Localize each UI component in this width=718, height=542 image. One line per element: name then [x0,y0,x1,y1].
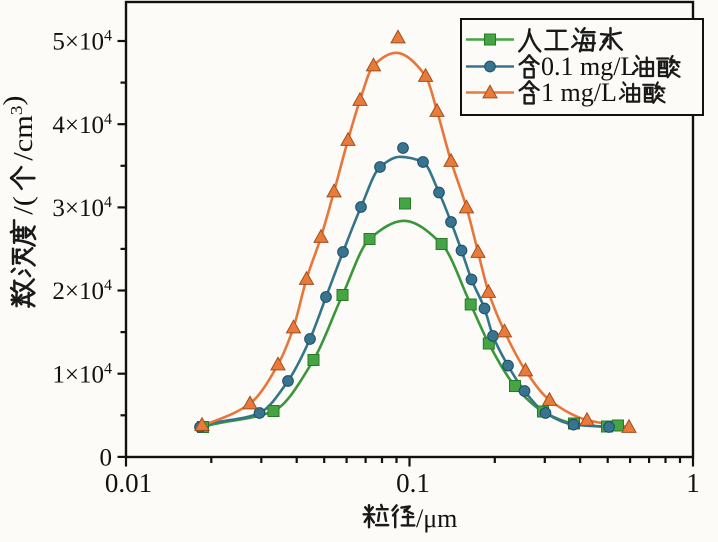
svg-text:1×104: 1×104 [52,360,112,388]
svg-text:0.1: 0.1 [396,468,430,498]
svg-text:/(: /( [9,196,39,215]
svg-text:1: 1 [686,468,700,498]
svg-text:0: 0 [100,445,113,472]
svg-text:2×104: 2×104 [52,277,112,305]
svg-text:/μm: /μm [416,504,457,533]
svg-text:3×104: 3×104 [52,194,112,222]
svg-text:5×104: 5×104 [52,28,112,56]
svg-text:0.01: 0.01 [105,468,152,498]
svg-text:0.1 mg/L: 0.1 mg/L [541,52,636,81]
svg-text:1 mg/L: 1 mg/L [541,78,617,107]
svg-text:4×104: 4×104 [52,111,112,139]
